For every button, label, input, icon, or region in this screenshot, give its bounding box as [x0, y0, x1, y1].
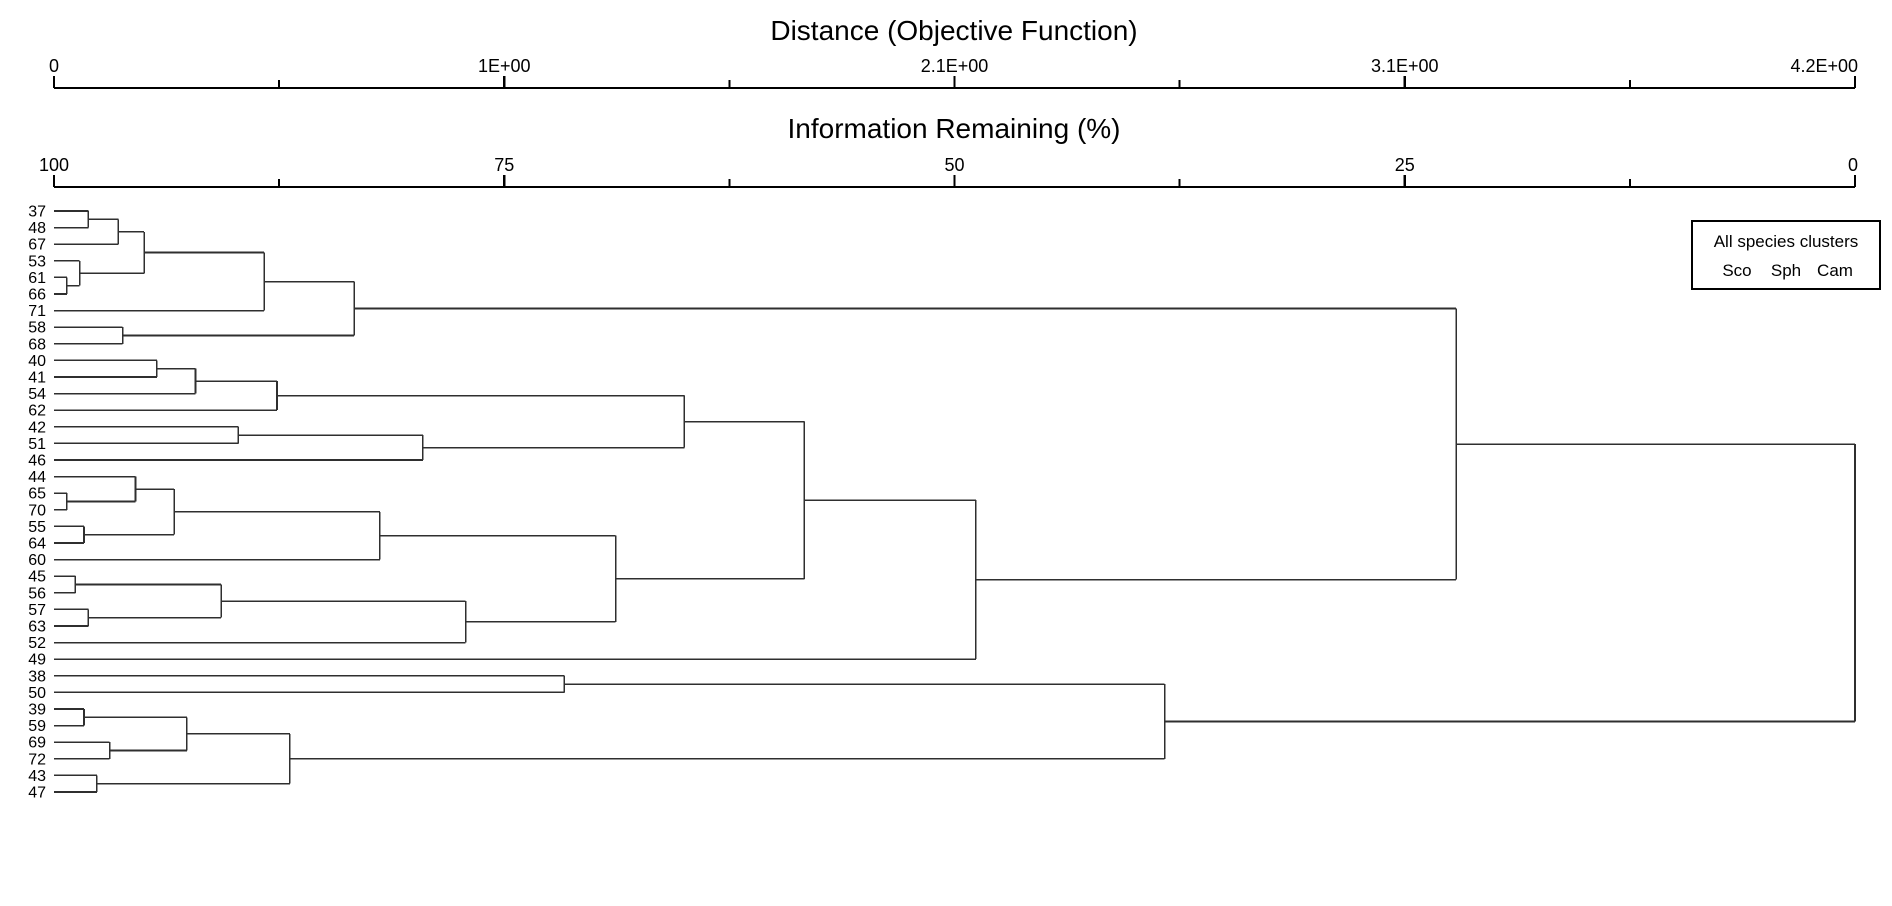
leaf-label-53: 53: [28, 253, 46, 270]
leaf-label-41: 41: [28, 370, 46, 387]
leaf-label-40: 40: [28, 353, 46, 370]
leaf-labels: 3748675361667158684041546242514644657055…: [28, 204, 46, 802]
leaf-label-55: 55: [28, 519, 46, 536]
distance-tick-label: 2.1E+00: [921, 56, 989, 76]
leaf-label-59: 59: [28, 718, 46, 735]
leaf-label-72: 72: [28, 751, 46, 768]
legend-entry-cam: Cam: [1817, 261, 1853, 280]
leaf-label-70: 70: [28, 502, 46, 519]
leaf-label-42: 42: [28, 419, 46, 436]
distance-tick-label: 4.2E+00: [1790, 56, 1858, 76]
leaf-label-65: 65: [28, 486, 46, 503]
information-tick-label: 25: [1395, 155, 1415, 175]
information-axis-title: Information Remaining (%): [787, 113, 1120, 144]
leaf-label-66: 66: [28, 287, 46, 304]
leaf-label-49: 49: [28, 652, 46, 669]
leaf-label-60: 60: [28, 552, 46, 569]
leaf-label-50: 50: [28, 685, 46, 702]
information-tick-label: 75: [494, 155, 514, 175]
leaf-label-63: 63: [28, 619, 46, 636]
information-tick-label: 0: [1848, 155, 1858, 175]
legend-title: All species clusters: [1714, 232, 1859, 251]
leaf-label-54: 54: [28, 386, 46, 403]
leaf-label-56: 56: [28, 585, 46, 602]
leaf-label-51: 51: [28, 436, 46, 453]
leaf-label-45: 45: [28, 569, 46, 586]
leaf-label-69: 69: [28, 735, 46, 752]
leaf-label-47: 47: [28, 785, 46, 802]
distance-tick-label: 3.1E+00: [1371, 56, 1439, 76]
information-tick-label: 100: [39, 155, 69, 175]
distance-axis-title: Distance (Objective Function): [770, 15, 1137, 46]
distance-tick-label: 0: [49, 56, 59, 76]
leaf-label-61: 61: [28, 270, 46, 287]
leaf-label-37: 37: [28, 204, 46, 221]
leaf-label-44: 44: [28, 469, 46, 486]
leaf-label-46: 46: [28, 453, 46, 470]
leaf-label-71: 71: [28, 303, 46, 320]
distance-axis: 0 1E+00 2.1E+00 3.1E+00 4.2E+00: [49, 56, 1858, 90]
leaf-label-64: 64: [28, 536, 46, 553]
leaf-label-43: 43: [28, 768, 46, 785]
leaf-label-57: 57: [28, 602, 46, 619]
legend-box: [1691, 220, 1881, 290]
leaf-label-62: 62: [28, 403, 46, 420]
information-axis: 100 75 50 25 0: [39, 155, 1858, 189]
leaf-label-67: 67: [28, 237, 46, 254]
information-tick-label: 50: [944, 155, 964, 175]
leaf-label-48: 48: [28, 220, 46, 237]
leaf-label-38: 38: [28, 668, 46, 685]
legend-entry-sph: Sph: [1771, 261, 1801, 280]
leaf-label-52: 52: [28, 635, 46, 652]
distance-tick-label: 1E+00: [478, 56, 531, 76]
dendrogram-tree: [54, 210, 1856, 793]
legend-entry-sco: Sco: [1722, 261, 1751, 280]
leaf-label-39: 39: [28, 702, 46, 719]
leaf-label-68: 68: [28, 336, 46, 353]
legend: All species clusters Sco Sph Cam: [1691, 220, 1881, 290]
leaf-label-58: 58: [28, 320, 46, 337]
